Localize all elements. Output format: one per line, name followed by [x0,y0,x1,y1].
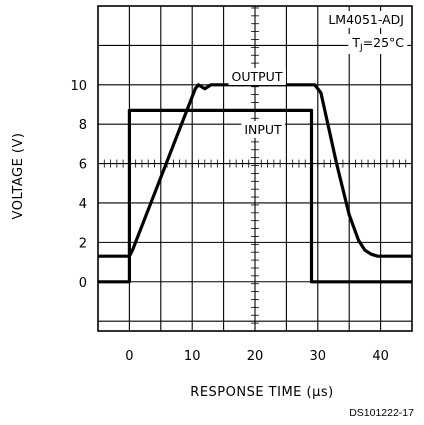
temperature-label-background [348,34,408,54]
annotations: LM4051-ADJ TJ=25°C OUTPUT INPUT [228,11,408,138]
tick-labels: 0 10 20 30 40 0 2 4 6 8 10 [70,79,388,364]
x-tick-label: 0 [125,349,133,364]
output-series-label: OUTPUT [232,69,283,84]
device-label-background [325,11,407,28]
x-tick-label: 20 [247,349,264,364]
input-series-label: INPUT [244,122,282,137]
y-tick-label: 0 [79,276,87,291]
temperature-symbol: T [351,35,360,50]
y-axis-title: VOLTAGE (V) [11,133,26,220]
input-label-background [241,121,286,138]
figure-id: DS101222-17 [349,407,414,419]
temperature-subscript: J [359,43,363,53]
temperature-value: =25°C [363,35,405,50]
y-tick-label: 6 [79,158,87,173]
device-label: LM4051-ADJ [328,12,404,27]
y-tick-label: 4 [79,197,87,212]
output-label-background [228,68,286,85]
y-tick-label: 2 [79,236,87,251]
x-tick-label: 40 [372,349,389,364]
x-axis-title: RESPONSE TIME (μs) [190,385,333,400]
temperature-label: TJ=25°C [351,35,404,53]
x-tick-label: 10 [184,349,201,364]
y-tick-label: 10 [70,79,87,94]
series-line-input [98,108,412,284]
y-tick-label: 8 [79,118,87,133]
x-tick-label: 30 [310,349,327,364]
